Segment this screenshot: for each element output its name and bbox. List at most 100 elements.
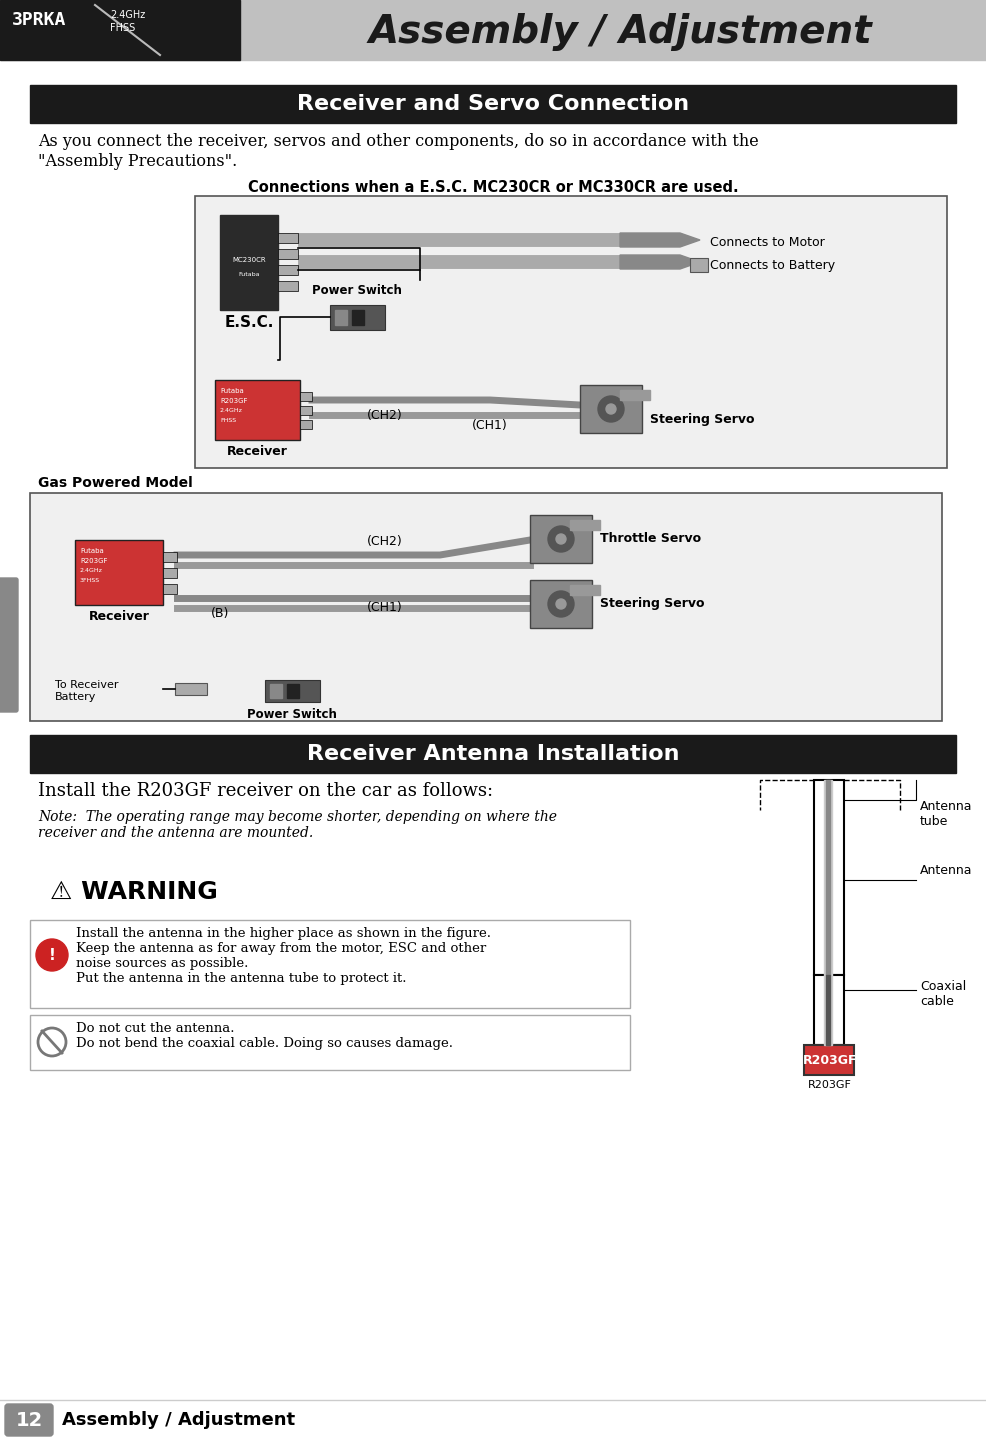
Bar xyxy=(814,976,844,1045)
Text: (CH2): (CH2) xyxy=(367,535,403,548)
Text: Install the antenna in the higher place as shown in the figure.
Keep the antenna: Install the antenna in the higher place … xyxy=(76,927,491,986)
Text: Assembly / Adjustment: Assembly / Adjustment xyxy=(62,1412,295,1429)
Bar xyxy=(270,684,282,698)
Text: E.S.C.: E.S.C. xyxy=(224,315,274,330)
Bar xyxy=(278,281,298,291)
Text: Futaba: Futaba xyxy=(80,548,104,554)
Text: 2.4GHz: 2.4GHz xyxy=(110,10,145,20)
Text: Receiver: Receiver xyxy=(89,610,150,623)
Bar xyxy=(0,0,986,60)
Text: R203GF: R203GF xyxy=(80,558,107,564)
Bar xyxy=(30,85,956,122)
Bar xyxy=(814,780,844,976)
Text: Power Switch: Power Switch xyxy=(312,283,402,296)
Ellipse shape xyxy=(606,404,616,414)
Ellipse shape xyxy=(556,534,566,544)
Text: 2.4GHz: 2.4GHz xyxy=(220,409,243,413)
Ellipse shape xyxy=(556,599,566,609)
Text: R203GF: R203GF xyxy=(803,1053,857,1066)
Bar xyxy=(620,390,650,400)
Bar xyxy=(530,515,592,563)
Text: As you connect the receiver, servos and other components, do so in accordance wi: As you connect the receiver, servos and … xyxy=(38,132,759,170)
Bar xyxy=(580,386,642,433)
Bar xyxy=(30,735,956,773)
Bar xyxy=(278,249,298,259)
Bar xyxy=(75,540,163,604)
Text: R203GF: R203GF xyxy=(220,399,247,404)
Text: Connects to Battery: Connects to Battery xyxy=(710,259,835,272)
Bar xyxy=(570,519,600,530)
Bar xyxy=(300,391,312,401)
Text: 3PRKA: 3PRKA xyxy=(12,12,66,29)
Text: R203GF: R203GF xyxy=(809,1081,852,1089)
Text: Connects to Motor: Connects to Motor xyxy=(710,236,824,249)
Ellipse shape xyxy=(548,591,574,617)
Text: Connections when a E.S.C. MC230CR or MC330CR are used.: Connections when a E.S.C. MC230CR or MC3… xyxy=(247,180,739,196)
Bar xyxy=(278,265,298,275)
Text: Antenna
tube: Antenna tube xyxy=(920,800,972,827)
Text: Assembly / Adjustment: Assembly / Adjustment xyxy=(368,13,872,50)
Bar xyxy=(163,584,177,594)
Text: FHSS: FHSS xyxy=(110,23,135,33)
Bar xyxy=(300,406,312,414)
Bar xyxy=(30,494,942,721)
Bar xyxy=(804,1045,854,1075)
Text: !: ! xyxy=(48,947,55,963)
Text: FHSS: FHSS xyxy=(220,417,236,423)
FancyArrow shape xyxy=(620,233,700,248)
Text: Receiver Antenna Installation: Receiver Antenna Installation xyxy=(307,744,679,764)
Bar xyxy=(30,920,630,1007)
Ellipse shape xyxy=(598,396,624,422)
Text: Install the R203GF receiver on the car as follows:: Install the R203GF receiver on the car a… xyxy=(38,781,493,800)
Text: 12: 12 xyxy=(16,1410,42,1429)
Bar xyxy=(163,553,177,563)
Bar xyxy=(824,780,832,976)
Circle shape xyxy=(36,940,68,971)
Text: Steering Servo: Steering Servo xyxy=(650,413,754,426)
Bar xyxy=(30,1014,630,1071)
Bar xyxy=(175,684,207,695)
Text: Futaba: Futaba xyxy=(220,389,244,394)
Text: (B): (B) xyxy=(211,606,229,620)
Text: (CH1): (CH1) xyxy=(472,419,508,432)
Ellipse shape xyxy=(548,527,574,553)
Bar xyxy=(0,0,240,60)
Text: Coaxial
cable: Coaxial cable xyxy=(920,980,966,1007)
Bar xyxy=(0,1400,986,1439)
Text: Do not cut the antenna.
Do not bend the coaxial cable. Doing so causes damage.: Do not cut the antenna. Do not bend the … xyxy=(76,1022,453,1050)
Bar xyxy=(300,420,312,429)
FancyBboxPatch shape xyxy=(5,1404,53,1436)
Bar xyxy=(215,380,300,440)
Bar xyxy=(265,681,320,702)
Text: 2.4GHz: 2.4GHz xyxy=(80,568,103,573)
Bar xyxy=(195,196,947,468)
Text: Gas Powered Model: Gas Powered Model xyxy=(38,476,192,491)
Text: MC230CR: MC230CR xyxy=(232,258,266,263)
Bar xyxy=(287,684,299,698)
Text: Throttle Servo: Throttle Servo xyxy=(600,532,701,545)
Text: Antenna: Antenna xyxy=(920,863,972,876)
FancyArrow shape xyxy=(620,255,700,269)
Text: ⚠ WARNING: ⚠ WARNING xyxy=(50,881,218,904)
Bar xyxy=(824,976,832,1045)
Text: Futaba: Futaba xyxy=(239,272,259,278)
Bar xyxy=(335,309,347,325)
Bar xyxy=(352,309,364,325)
Bar xyxy=(570,586,600,594)
Bar xyxy=(530,580,592,627)
Text: (CH2): (CH2) xyxy=(367,409,403,422)
FancyBboxPatch shape xyxy=(0,578,18,712)
Bar xyxy=(330,305,385,330)
Text: Power Switch: Power Switch xyxy=(247,708,337,721)
Text: 3FHSS: 3FHSS xyxy=(80,578,101,583)
Bar xyxy=(690,258,708,272)
Bar xyxy=(163,568,177,578)
Bar xyxy=(826,780,830,976)
Bar xyxy=(826,976,830,1045)
Text: Receiver and Servo Connection: Receiver and Servo Connection xyxy=(297,94,689,114)
Text: Note:  The operating range may become shorter, depending on where the
receiver a: Note: The operating range may become sho… xyxy=(38,810,557,840)
Text: Receiver: Receiver xyxy=(227,445,288,458)
Text: To Receiver
Battery: To Receiver Battery xyxy=(55,681,118,702)
Text: Steering Servo: Steering Servo xyxy=(600,597,705,610)
Bar xyxy=(220,214,278,309)
